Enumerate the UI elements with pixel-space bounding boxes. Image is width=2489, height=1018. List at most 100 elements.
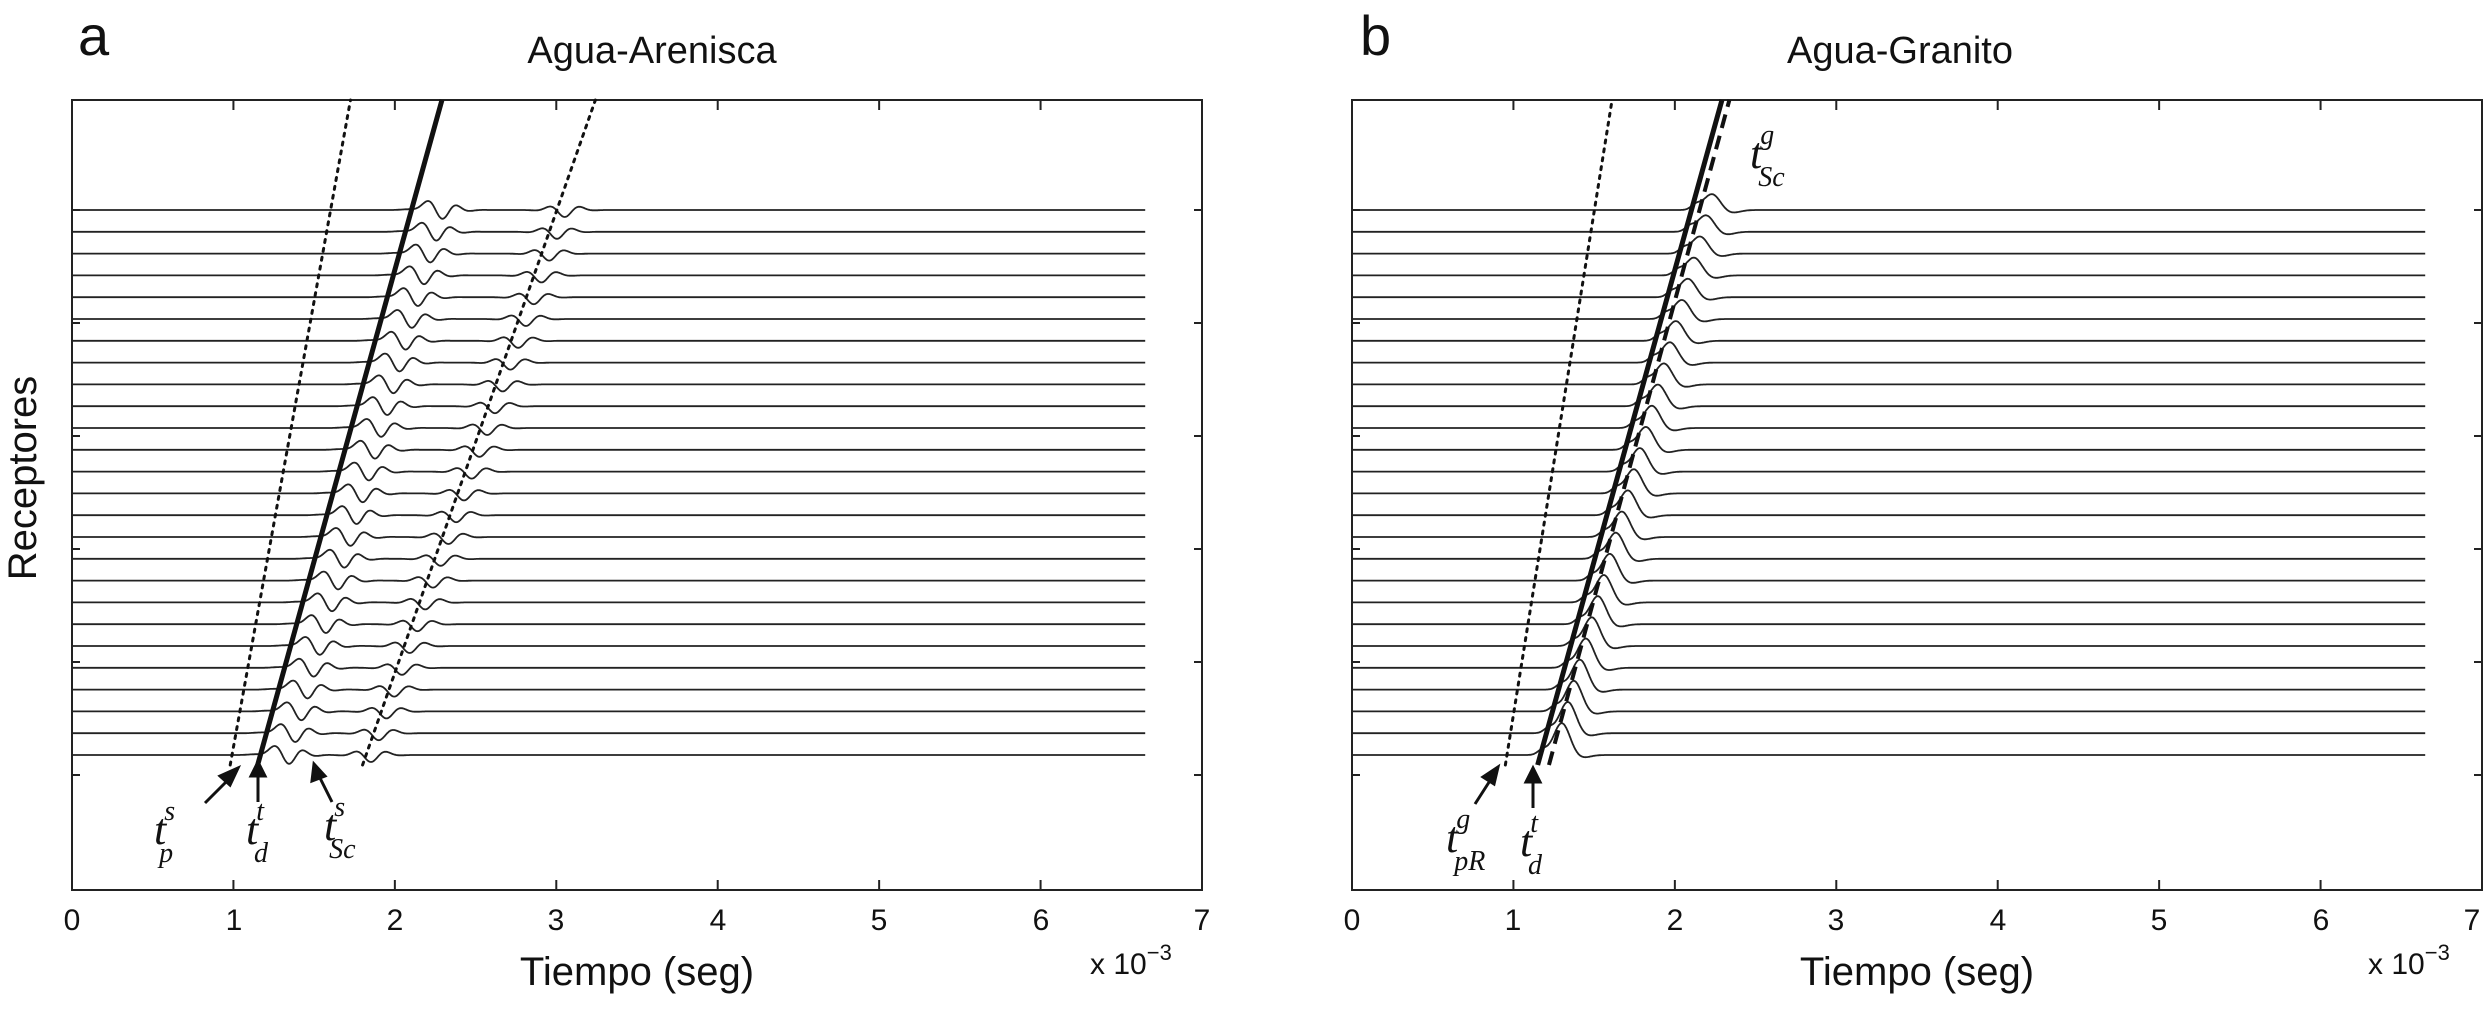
trace-line: [1352, 701, 2426, 737]
trace-line: [72, 418, 1146, 438]
y-axis-label: Receptores: [1, 376, 45, 581]
trace-line: [72, 679, 1146, 700]
x-tick-labels: 0 1 2 3 4 5 6 7: [1344, 904, 2481, 937]
trace-line: [72, 745, 1146, 765]
trace-line: [1352, 510, 2426, 541]
annotation-labels: ts p tt d ts Sc: [154, 792, 356, 869]
trace-line: [1352, 468, 2426, 497]
arrival-lines: [1503, 98, 1732, 767]
x-tick-label: 0: [1344, 904, 1361, 937]
x-tick-label: 3: [1828, 904, 1845, 937]
trace-line: [1352, 214, 2426, 236]
arrowhead: [217, 764, 242, 788]
annotation-arrows: [203, 758, 334, 805]
annotation-label: tg Sc: [1750, 120, 1785, 193]
trace-line: [1352, 595, 2426, 628]
arrival-line: [1535, 99, 1725, 766]
x-tick-label: 7: [1194, 904, 1211, 937]
trace-line: [72, 221, 1146, 242]
trace-group: [1352, 193, 2426, 759]
panel-letter: a: [78, 4, 110, 67]
annotation-label: ts Sc: [324, 792, 356, 865]
x-tick-labels: 0 1 2 3 4 5 6 7: [64, 904, 1211, 937]
annotation-label: ts p: [154, 796, 175, 869]
trace-line: [72, 439, 1146, 460]
trace-line: [72, 701, 1146, 722]
trace-line: [1352, 341, 2426, 366]
trace-line: [72, 200, 1146, 220]
annotation-arrows: [1473, 763, 1543, 808]
trace-line: [1352, 383, 2426, 410]
x-tick-label: 6: [1033, 904, 1050, 937]
x-tick-label: 4: [710, 904, 727, 937]
trace-line: [1352, 256, 2426, 279]
annotation-label: tg pR: [1446, 804, 1485, 877]
panel-a: a Agua-Arenisca 0 1 2 3 4 5 6 7 Tiempo (…: [64, 4, 1211, 994]
trace-line: [72, 243, 1146, 264]
trace-line: [1352, 553, 2426, 584]
trace-line: [1352, 531, 2426, 562]
arrowhead: [1480, 763, 1501, 787]
trace-line: [1352, 235, 2426, 257]
x-tick-label: 2: [1667, 904, 1684, 937]
arrowhead: [1523, 764, 1543, 784]
arrowhead: [310, 760, 328, 784]
panel-title: Agua-Arenisca: [527, 30, 777, 72]
trace-line: [1352, 722, 2426, 759]
arrival-line: [1547, 99, 1732, 766]
x-tick-label: 4: [1990, 904, 2007, 937]
trace-line: [1352, 489, 2426, 519]
panel-title: Agua-Granito: [1787, 30, 2013, 72]
trace-line: [1352, 362, 2426, 388]
trace-line: [72, 723, 1146, 743]
trace-line: [1352, 299, 2426, 323]
arrowhead: [248, 758, 268, 778]
trace-line: [1352, 425, 2426, 453]
trace-line: [72, 614, 1146, 634]
trace-line: [72, 592, 1146, 613]
x-tick-label: 6: [2313, 904, 2330, 937]
x-tick-label: 1: [1505, 904, 1522, 937]
x-tick-label: 7: [2464, 904, 2481, 937]
trace-line: [1352, 320, 2426, 345]
panel-letter: b: [1360, 4, 1391, 67]
annotation-label: tt d: [246, 796, 269, 869]
trace-line: [72, 657, 1146, 678]
trace-line: [72, 309, 1146, 329]
x-tick-label: 3: [548, 904, 565, 937]
trace-line: [1352, 658, 2426, 693]
x-tick-label: 2: [387, 904, 404, 937]
trace-line: [1352, 447, 2426, 475]
panel-b: b Agua-Granito 0 1 2 3 4 5 6 7 Tiempo (s…: [1344, 4, 2483, 994]
plot-frame: [1351, 99, 2483, 891]
trace-line: [1352, 193, 2426, 214]
trace-line: [72, 636, 1146, 656]
trace-line: [72, 548, 1146, 569]
trace-group: [72, 200, 1146, 765]
trace-line: [72, 374, 1146, 395]
arrival-line: [1503, 98, 1614, 767]
x-axis-label: Tiempo (seg): [1800, 950, 2034, 994]
axis-ticks: [1351, 100, 2483, 890]
x-tick-label: 5: [871, 904, 888, 937]
trace-line: [1352, 404, 2426, 432]
trace-line: [72, 527, 1146, 547]
x-multiplier: x 10−3: [1090, 940, 1172, 981]
annotation-label: tt d: [1520, 808, 1543, 881]
axis-ticks: [71, 100, 1203, 890]
trace-line: [72, 505, 1146, 525]
trace-line: [1352, 680, 2426, 715]
trace-line: [72, 330, 1146, 351]
trace-line: [72, 287, 1146, 307]
trace-line: [72, 265, 1146, 286]
x-multiplier: x 10−3: [2368, 940, 2450, 981]
x-tick-label: 0: [64, 904, 81, 937]
trace-line: [1352, 277, 2426, 301]
trace-line: [1352, 574, 2426, 606]
x-tick-label: 5: [2151, 904, 2168, 937]
trace-line: [72, 352, 1146, 373]
plot-frame: [71, 99, 1203, 891]
trace-line: [1352, 616, 2426, 650]
trace-line: [72, 461, 1146, 482]
